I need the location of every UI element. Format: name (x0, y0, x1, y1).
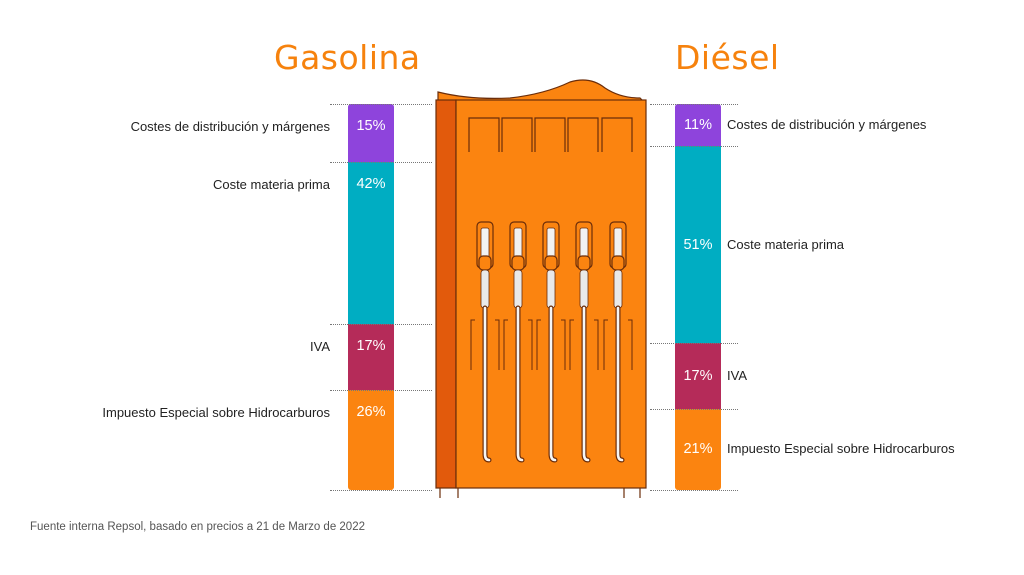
gasolina-segment-3: 17% (348, 324, 394, 390)
gasolina-segment-4: 26% (348, 389, 394, 490)
gasolina-segment-2: 42% (348, 161, 394, 324)
pump-nozzle (501, 117, 533, 463)
pump-nozzle (601, 117, 633, 463)
fuel-pump-icon (435, 79, 647, 498)
guide-line (330, 324, 432, 326)
pump-nozzle (534, 117, 566, 463)
gasolina-label-2: Coste materia prima (212, 176, 330, 192)
gasolina-title: Gasolina (274, 38, 421, 77)
guide-line (650, 408, 738, 410)
diesel-label-2: Coste materia prima (727, 236, 845, 252)
guide-line (650, 146, 738, 148)
pump-nozzle (567, 117, 599, 463)
guide-line (650, 343, 738, 345)
source-note: Fuente interna Repsol, basado en precios… (30, 521, 365, 533)
diesel-segment-2: 51% (675, 146, 721, 344)
diesel-segment-3: 17% (675, 343, 721, 409)
guide-line (330, 104, 432, 105)
diesel-label-4: Impuesto Especial sobre Hidrocarburos (727, 441, 955, 457)
gasolina-label-1: Costes de distribución y márgenes (130, 119, 330, 134)
pump-nozzle (468, 117, 500, 463)
gasolina-segment-1: 15% (348, 104, 394, 162)
guide-line (330, 490, 432, 491)
gasolina-label-3: IVA (310, 339, 330, 355)
diesel-label-3: IVA (727, 368, 747, 384)
diesel-title: Diésel (675, 38, 780, 77)
diesel-segment-4: 21% (675, 408, 721, 490)
diesel-segment-1: 11% (675, 104, 721, 147)
guide-line (330, 161, 432, 163)
gasolina-stacked-bar: 15% 42% 17% 26% (348, 104, 394, 490)
guide-line (650, 104, 738, 105)
gasolina-label-4: Impuesto Especial sobre Hidrocarburos (102, 404, 330, 420)
diesel-label-1: Costes de distribución y márgenes (727, 117, 927, 133)
guide-line (650, 490, 738, 491)
guide-line (330, 389, 432, 391)
diesel-stacked-bar: 11% 51% 17% 21% (675, 104, 721, 490)
